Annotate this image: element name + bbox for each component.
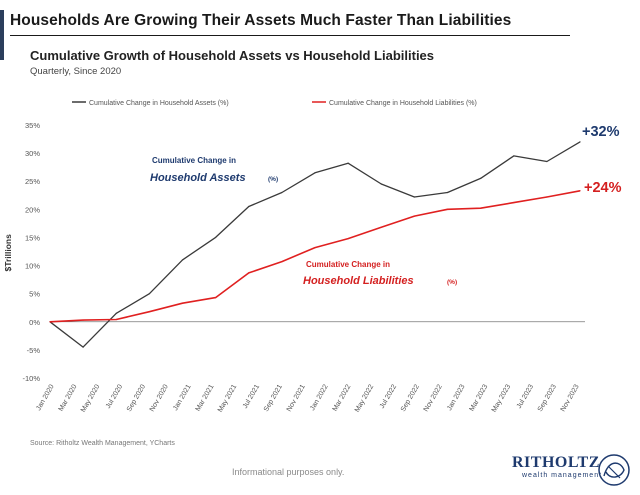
x-tick-label: Nov 2023 (560, 383, 581, 413)
point-assets (148, 293, 150, 295)
y-tick-label: 35% (25, 121, 40, 130)
point-liabilities (446, 208, 449, 210)
x-tick-label: Jul 2023 (516, 383, 535, 410)
annotations: Cumulative Change in Household Assets (%) C… (150, 124, 622, 287)
point-liabilities (215, 297, 217, 299)
brand-logo: RITHOLTZ (512, 454, 600, 471)
y-tick-label: 25% (25, 177, 40, 186)
point-assets (181, 259, 184, 261)
point-assets (82, 346, 84, 348)
liabilities-end-label: +24% (584, 180, 622, 196)
x-tick-label: Sep 2022 (400, 383, 421, 413)
point-liabilities (380, 226, 382, 228)
point-assets (513, 155, 515, 157)
chart-subtitle: Cumulative Growth of Household Assets vs… (30, 48, 435, 63)
y-tick-label: 0% (29, 318, 40, 327)
liabilities-callout-line1: Cumulative Change in (306, 260, 390, 269)
point-liabilities (513, 201, 515, 204)
point-liabilities (115, 318, 117, 321)
footer-note: Informational purposes only. (232, 467, 345, 477)
x-tick-label: Mar 2022 (332, 383, 353, 412)
point-liabilities (347, 237, 349, 240)
y-tick-label: 30% (25, 149, 40, 158)
x-tick-label: Mar 2021 (195, 383, 216, 412)
point-assets (480, 177, 482, 180)
x-tick-label: Jan 2022 (309, 383, 330, 412)
source-note: Source: Ritholtz Wealth Management, YCha… (30, 440, 175, 447)
assets-callout-line1: Cumulative Change in (152, 156, 236, 165)
y-tick-label: 20% (25, 205, 40, 214)
y-axis: -10% -5% 0% 5% 10% 15% 20% 25% 30% 35% $Trillions (3, 121, 40, 383)
point-liabilities (546, 196, 548, 198)
point-assets (215, 236, 217, 239)
point-assets (546, 160, 548, 163)
point-liabilities (148, 311, 150, 313)
liabilities-callout-unit: (%) (447, 279, 457, 286)
accent-bar (0, 10, 4, 60)
x-tick-label: Jan 2020 (35, 383, 56, 412)
x-tick-label: May 2020 (80, 383, 101, 413)
x-tick-label: Nov 2020 (149, 383, 170, 413)
brand-mark-icon (598, 454, 630, 486)
x-tick-label: May 2022 (354, 383, 375, 413)
point-liabilities (181, 302, 184, 304)
y-tick-label: -10% (22, 374, 40, 383)
y-axis-label: $Trillions (3, 234, 13, 272)
point-assets (413, 196, 415, 198)
point-assets (380, 183, 382, 185)
x-tick-label: Mar 2020 (58, 383, 79, 412)
legend: Cumulative Change in Household Assets (%… (72, 100, 477, 107)
point-assets (347, 162, 349, 164)
assets-end-label: +32% (582, 124, 620, 140)
series-group (49, 141, 581, 348)
x-tick-label: Mar 2023 (469, 383, 490, 412)
x-tick-label: Nov 2021 (286, 383, 307, 413)
x-tick-label: Jan 2021 (172, 383, 193, 412)
point-liabilities (281, 261, 283, 263)
x-tick-label: Sep 2021 (263, 383, 284, 413)
point-liabilities (314, 246, 316, 249)
point-assets (579, 141, 581, 143)
point-liabilities (82, 319, 84, 321)
brand-tagline: wealth management (522, 472, 603, 479)
assets-callout-unit: (%) (268, 176, 278, 183)
x-tick-label: Nov 2022 (423, 383, 444, 413)
y-tick-label: 10% (25, 262, 40, 271)
point-liabilities (480, 207, 482, 209)
x-tick-label: Jul 2020 (105, 383, 124, 410)
x-tick-label: Jan 2023 (446, 383, 467, 412)
point-assets (446, 191, 449, 194)
series-line-liabilities (49, 190, 581, 323)
point-liabilities (413, 215, 415, 217)
chart-subnote: Quarterly, Since 2020 (30, 66, 122, 77)
y-tick-label: 15% (25, 233, 40, 242)
point-liabilities (248, 272, 250, 274)
x-tick-label: Sep 2020 (126, 383, 147, 413)
x-tick-label: May 2023 (491, 383, 512, 413)
legend-label-assets: Cumulative Change in Household Assets (%… (89, 100, 229, 107)
point-assets (281, 191, 283, 194)
liabilities-callout-line2: Household Liabilities (303, 275, 414, 287)
legend-label-liabilities: Cumulative Change in Household Liabiliti… (329, 100, 477, 107)
y-tick-label: 5% (29, 290, 40, 299)
assets-callout-line2: Household Assets (150, 172, 246, 184)
point-assets (115, 312, 117, 314)
x-tick-label: May 2021 (217, 383, 238, 413)
headline: Households Are Growing Their Assets Much… (10, 12, 570, 36)
x-tick-label: Sep 2023 (537, 383, 558, 413)
x-tick-label: Jul 2022 (379, 383, 398, 410)
point-assets (248, 205, 250, 208)
point-liabilities (49, 321, 51, 323)
x-tick-label: Jul 2021 (242, 383, 261, 410)
point-assets (314, 172, 316, 174)
y-tick-label: -5% (27, 346, 41, 355)
x-axis: Jan 2020 Mar 2020 May 2020 Jul 2020 Sep 2020… (35, 383, 581, 413)
point-liabilities (579, 190, 581, 192)
